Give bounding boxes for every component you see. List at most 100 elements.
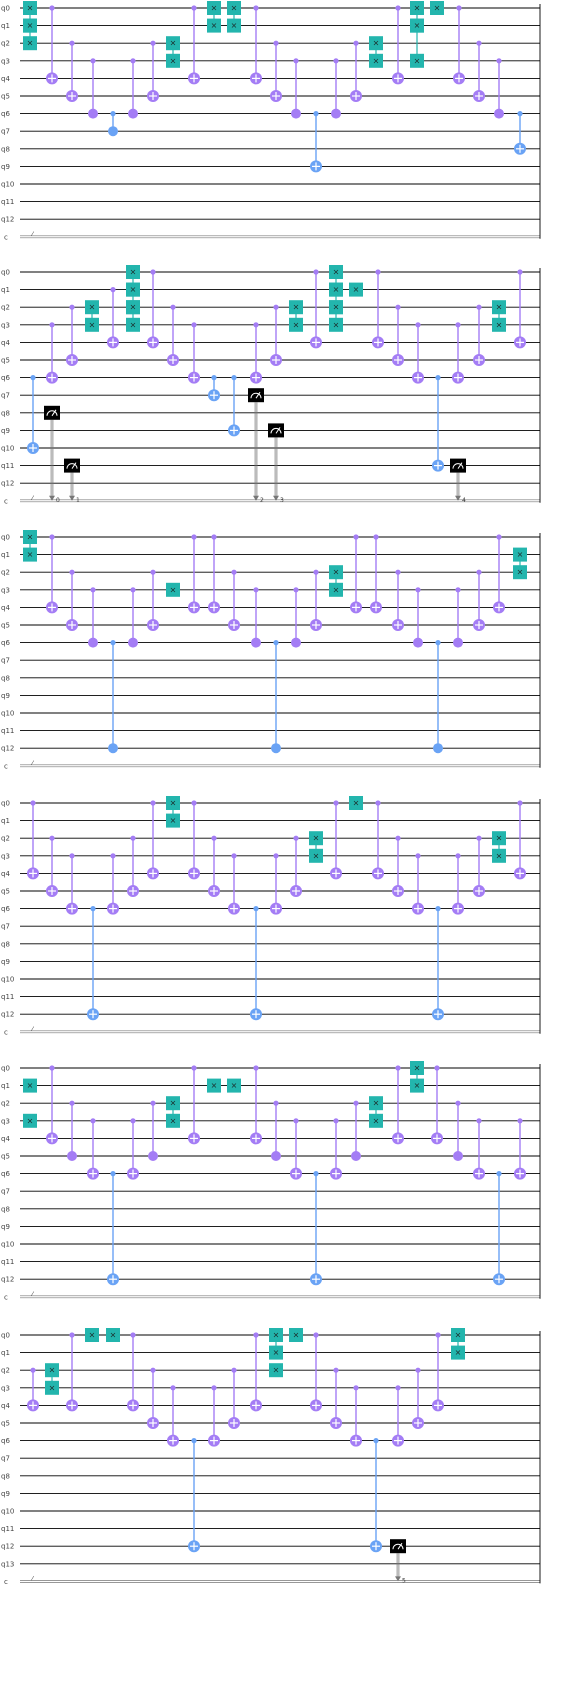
measure-bit-index: 1 xyxy=(76,497,80,504)
swap-gate-label: × xyxy=(27,1116,34,1125)
swap-gate xyxy=(23,36,37,51)
control-dot xyxy=(110,111,116,117)
qubit-label: q3 xyxy=(1,1117,10,1125)
swap-gate-label: × xyxy=(333,303,340,312)
control-dot xyxy=(293,587,299,593)
swap-gate xyxy=(166,53,180,68)
control-dot xyxy=(353,1100,359,1106)
qubit-label: q11 xyxy=(1,198,14,206)
measure-arrow xyxy=(395,1576,401,1582)
qubit-label: q10 xyxy=(1,1508,14,1516)
control-dot xyxy=(191,534,197,540)
qubit-label: q8 xyxy=(1,1205,10,1213)
swap-gate xyxy=(369,1096,383,1111)
swap-gate-label: × xyxy=(496,320,503,329)
control-dot xyxy=(253,5,259,11)
swap-gate-label: × xyxy=(333,585,340,594)
measure-arrow xyxy=(253,495,259,501)
swap-gate xyxy=(166,813,180,828)
cz-target-dot xyxy=(453,1151,463,1161)
swap-gate xyxy=(23,1078,37,1093)
qubit-label: q5 xyxy=(1,888,10,896)
control-dot xyxy=(191,5,197,11)
control-dot xyxy=(90,1118,96,1124)
control-dot xyxy=(415,853,421,859)
swap-gate xyxy=(492,300,506,315)
measure-bit-index: 3 xyxy=(280,497,284,504)
swap-gate-label: × xyxy=(293,320,300,329)
control-dot xyxy=(435,1332,441,1338)
circuit-panel-6: q0 q1 q2 q3 q4 q5 q6 q7 q8 q9 q10 q11 q12 q13 c ⁄ × × × × × ×… xyxy=(1,1328,541,1586)
qubit-label: q5 xyxy=(1,1420,10,1428)
control-dot xyxy=(191,1065,197,1071)
control-dot xyxy=(211,534,217,540)
qubit-label: q0 xyxy=(1,5,10,13)
swap-gate xyxy=(451,1328,465,1342)
swap-gate-label: × xyxy=(211,1081,218,1090)
qubit-label: q4 xyxy=(1,604,10,612)
measure-meter-arc xyxy=(392,1543,404,1550)
control-dot xyxy=(273,1100,279,1106)
control-dot xyxy=(30,375,36,381)
measure-gate xyxy=(268,423,284,438)
control-dot xyxy=(375,269,381,275)
qubit-label: q2 xyxy=(1,1100,10,1108)
classical-register-label: c xyxy=(4,1578,8,1586)
control-dot xyxy=(293,1118,299,1124)
control-dot xyxy=(313,269,319,275)
control-dot xyxy=(110,1171,116,1177)
cz-target-dot xyxy=(88,108,98,119)
control-dot xyxy=(90,587,96,593)
control-dot xyxy=(496,534,502,540)
qubit-label: q6 xyxy=(1,374,10,382)
swap-gate-label: × xyxy=(27,21,34,30)
cz-target-dot xyxy=(291,108,301,119)
qubit-label: q11 xyxy=(1,1525,14,1533)
swap-gate xyxy=(269,1363,283,1378)
control-dot xyxy=(395,1385,401,1391)
qubit-label: q3 xyxy=(1,586,10,594)
measure-meter-needle xyxy=(457,462,463,469)
swap-gate xyxy=(309,831,323,846)
qubit-label: q4 xyxy=(1,339,10,347)
swap-gate xyxy=(227,1,241,15)
control-dot xyxy=(395,835,401,841)
control-dot xyxy=(333,800,339,806)
control-dot xyxy=(69,1332,75,1338)
swap-gate xyxy=(410,1078,424,1093)
swap-gate xyxy=(126,317,140,332)
control-dot xyxy=(375,800,381,806)
swap-gate-label: × xyxy=(130,268,137,277)
control-dot xyxy=(333,58,339,64)
cz-target-dot xyxy=(271,743,281,754)
measure-arrow xyxy=(273,495,279,501)
classical-register-label: c xyxy=(4,762,8,770)
swap-gate xyxy=(23,1113,37,1128)
swap-gate-label: × xyxy=(496,834,503,843)
control-dot xyxy=(333,1118,339,1124)
swap-gate-label: × xyxy=(373,56,380,65)
swap-gate xyxy=(329,265,343,279)
cz-target-dot xyxy=(108,126,118,137)
control-dot xyxy=(170,304,176,310)
classical-register-label: c xyxy=(4,233,8,241)
measure-meter-needle xyxy=(51,409,57,417)
swap-gate xyxy=(166,796,180,810)
swap-gate-label: × xyxy=(130,285,137,294)
creg-width-tick: ⁄ xyxy=(30,231,35,238)
control-dot xyxy=(435,640,441,646)
control-dot xyxy=(231,853,237,859)
control-dot xyxy=(231,1367,237,1373)
control-dot xyxy=(253,906,259,912)
qubit-label: q8 xyxy=(1,940,10,948)
creg-width-tick: ⁄ xyxy=(30,495,35,502)
swap-gate-label: × xyxy=(373,39,380,48)
measure-bit-index: 5 xyxy=(402,1577,406,1584)
swap-gate xyxy=(126,265,140,279)
control-dot xyxy=(253,1332,259,1338)
control-dot xyxy=(455,1100,461,1106)
qubit-label: q0 xyxy=(1,1065,10,1073)
control-dot xyxy=(273,304,279,310)
swap-gate xyxy=(329,565,343,580)
qubit-label: q10 xyxy=(1,445,14,453)
